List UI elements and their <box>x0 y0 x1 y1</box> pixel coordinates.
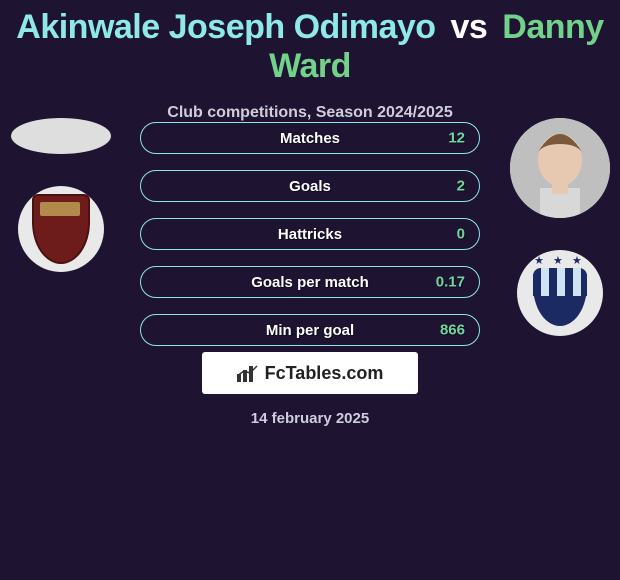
stat-row-goals: Goals 2 <box>140 170 480 202</box>
player1-club-crest <box>18 186 104 272</box>
stat-row-hattricks: Hattricks 0 <box>140 218 480 250</box>
page-title: Akinwale Joseph Odimayo vs Danny Ward <box>0 0 620 86</box>
stat-label: Hattricks <box>278 226 342 243</box>
player1-column <box>8 118 113 272</box>
player2-column: ★ ★ ★ <box>507 118 612 336</box>
player2-club-crest: ★ ★ ★ <box>517 250 603 336</box>
player1-avatar-placeholder <box>11 118 111 154</box>
player2-avatar <box>510 118 610 218</box>
stat-label: Min per goal <box>266 322 354 339</box>
player1-name: Akinwale Joseph Odimayo <box>16 8 435 46</box>
vs-text: vs <box>451 8 488 46</box>
crest2-icon: ★ ★ ★ <box>521 254 599 332</box>
branding-text: FcTables.com <box>265 363 384 384</box>
crest1-icon <box>32 194 90 264</box>
stat-right-value: 866 <box>440 322 465 339</box>
stat-row-min-per-goal: Min per goal 866 <box>140 314 480 346</box>
date-label: 14 february 2025 <box>0 410 620 427</box>
stats-list: Matches 12 Goals 2 Hattricks 0 Goals per… <box>140 122 480 346</box>
bar-chart-icon <box>237 364 259 382</box>
stat-right-value: 2 <box>457 178 465 195</box>
avatar-icon <box>510 118 610 218</box>
stat-label: Matches <box>280 130 340 147</box>
stat-label: Goals <box>289 178 331 195</box>
stat-row-goals-per-match: Goals per match 0.17 <box>140 266 480 298</box>
crest2-stars: ★ ★ ★ <box>521 254 599 267</box>
branding-badge: FcTables.com <box>202 352 418 394</box>
stat-label: Goals per match <box>251 274 369 291</box>
stat-right-value: 0.17 <box>436 274 465 291</box>
stat-row-matches: Matches 12 <box>140 122 480 154</box>
stat-right-value: 0 <box>457 226 465 243</box>
stat-right-value: 12 <box>448 130 465 147</box>
